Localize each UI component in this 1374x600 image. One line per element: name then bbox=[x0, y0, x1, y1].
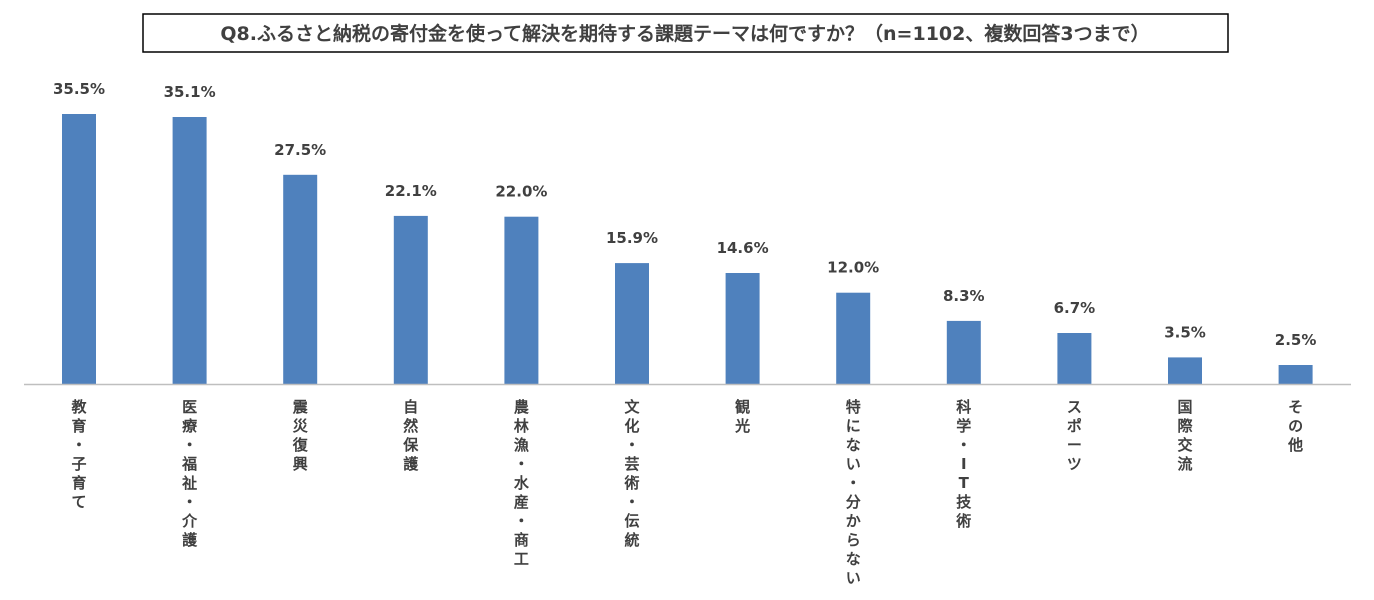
category-label-7: 観光 bbox=[734, 398, 750, 435]
bar-8 bbox=[836, 292, 871, 384]
data-labels-group: 35.5% 35.1% 27.5% 22.1% 22.0% 15.9% 14.6% 12.0%… bbox=[53, 80, 1316, 349]
category-label-8: 特にない・分からない bbox=[846, 398, 861, 587]
bar-2 bbox=[172, 117, 207, 384]
data-label-3: 27.5% bbox=[274, 141, 326, 159]
category-label-5: 農林漁・水産・商工 bbox=[514, 398, 530, 568]
bar-9 bbox=[946, 320, 981, 384]
category-label-2: 医療・福祉・介護 bbox=[181, 398, 198, 549]
data-label-8: 12.0% bbox=[827, 259, 879, 277]
bars-group bbox=[62, 114, 1313, 384]
data-label-2: 35.1% bbox=[164, 83, 216, 101]
data-label-5: 22.0% bbox=[495, 183, 547, 201]
bar-1 bbox=[62, 114, 96, 384]
data-label-1: 35.5% bbox=[53, 80, 105, 98]
bar-11 bbox=[1168, 357, 1202, 384]
bar-10 bbox=[1057, 333, 1092, 384]
category-label-10: スポーツ bbox=[1067, 398, 1082, 473]
data-label-11: 3.5% bbox=[1164, 323, 1206, 341]
bar-5 bbox=[504, 216, 539, 384]
data-label-10: 6.7% bbox=[1054, 299, 1096, 317]
data-label-4: 22.1% bbox=[385, 182, 437, 200]
category-label-12: その他 bbox=[1287, 398, 1303, 454]
bar-7 bbox=[725, 273, 760, 384]
bar-12 bbox=[1278, 365, 1313, 384]
category-label-4: 自然保護 bbox=[402, 398, 419, 473]
category-labels-group: 教育・子育て 医療・福祉・介護 震災復興 自然保護 農林漁・水産・商工 文化・芸術・伝統 観… bbox=[70, 398, 1303, 587]
data-label-12: 2.5% bbox=[1275, 331, 1317, 349]
chart-title-box bbox=[142, 13, 1229, 53]
data-label-7: 14.6% bbox=[717, 239, 769, 257]
bar-6 bbox=[615, 263, 649, 384]
category-label-3: 震災復興 bbox=[292, 398, 309, 473]
category-label-6: 文化・芸術・伝統 bbox=[623, 398, 640, 549]
category-label-11: 国際交流 bbox=[1177, 398, 1193, 473]
chart-title: Q8.ふるさと納税の寄付金を使って解決を期待する課題テーマは何ですか？（n=11… bbox=[220, 22, 1149, 45]
data-label-6: 15.9% bbox=[606, 229, 658, 247]
category-label-9: 科学・ I T 技術 bbox=[955, 398, 972, 530]
bar-3 bbox=[283, 174, 318, 384]
category-label-1: 教育・子育て bbox=[70, 398, 87, 511]
bar-4 bbox=[393, 215, 428, 384]
data-label-9: 8.3% bbox=[943, 287, 985, 305]
